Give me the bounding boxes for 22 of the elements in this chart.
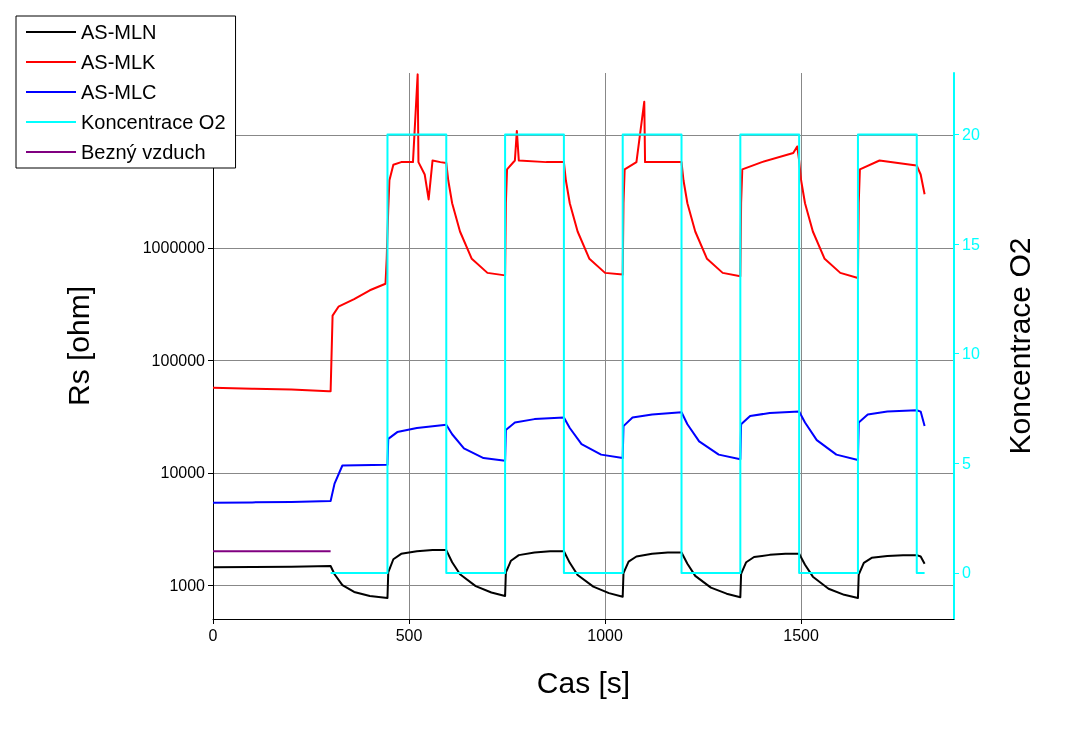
y2-tick-label: 20: [962, 125, 980, 143]
legend-label: AS-MLN: [81, 21, 157, 43]
x-tick-label: 1500: [783, 626, 819, 644]
x-tick-label: 0: [208, 626, 218, 644]
x-tick-label: 1000: [587, 626, 623, 644]
y-tick-label: 10000: [160, 464, 206, 482]
y-tick-label: 1000: [169, 576, 206, 594]
x-tick-label: 500: [395, 626, 423, 644]
y2-tick-label: 0: [962, 564, 971, 582]
y-tick-label: 100000: [151, 351, 206, 369]
legend-label: Bezný vzduch: [81, 141, 206, 163]
legend-label: AS-MLK: [81, 51, 157, 73]
x-axis-title: Cas [s]: [536, 665, 631, 699]
y-tick-label: 1000000: [142, 239, 206, 257]
y2-tick-label: 5: [962, 454, 971, 472]
y2-tick-label: 10: [962, 345, 980, 363]
y2-tick-label: 15: [962, 235, 980, 253]
legend-label: AS-MLC: [81, 81, 157, 103]
line-series: [212, 409, 926, 504]
y-axis-title: Rs [ohm]: [61, 285, 95, 407]
y2-axis-title: Koncentrace O2: [1002, 237, 1036, 455]
legend-label: Koncentrace O2: [81, 111, 226, 133]
